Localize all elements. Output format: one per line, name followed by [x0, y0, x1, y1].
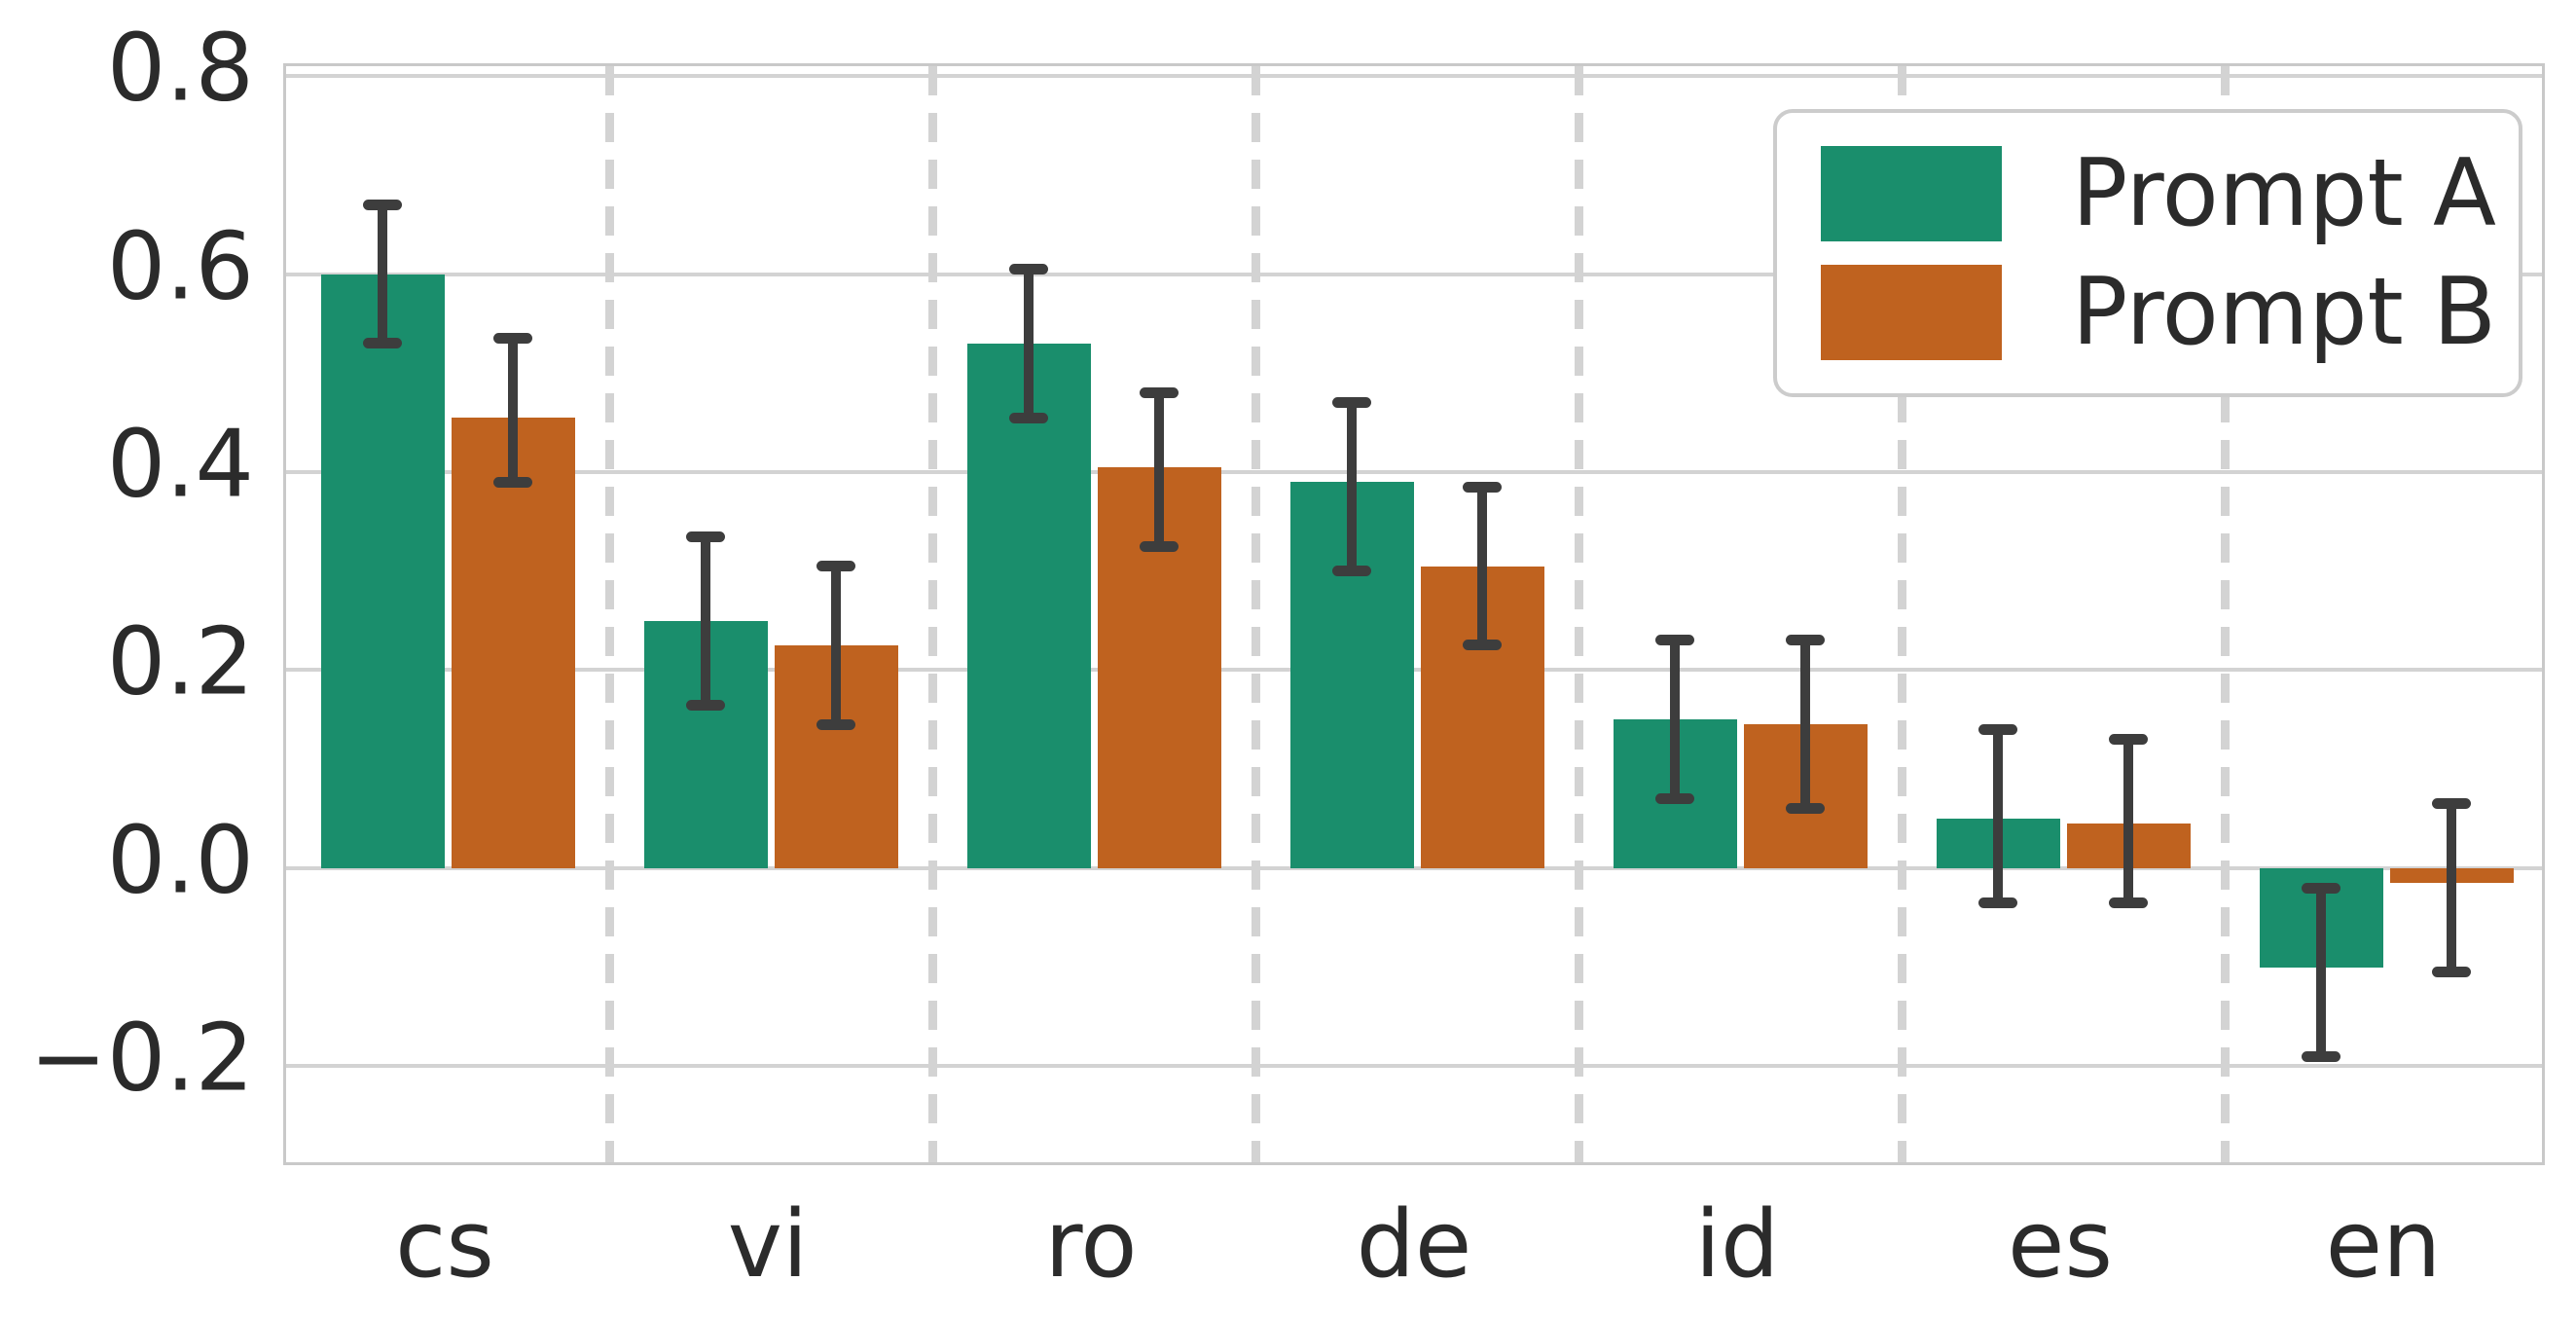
error-bar-id — [1800, 640, 1810, 809]
v-dashed-gridline-6 — [2220, 66, 2230, 1162]
x-tick-label-ro: ro — [1044, 1191, 1138, 1299]
error-cap-top-id — [1786, 635, 1825, 646]
v-dashed-gridline-2 — [927, 66, 937, 1162]
error-cap-top-cs — [493, 333, 532, 345]
error-bar-en — [2447, 803, 2456, 972]
legend-row-prompt-a: Prompt A — [1821, 146, 2496, 241]
error-cap-bottom-es — [2109, 897, 2148, 908]
x-tick-label-cs: cs — [395, 1191, 494, 1299]
error-cap-bottom-id — [1655, 793, 1694, 805]
error-bar-id — [1670, 640, 1680, 799]
error-cap-top-de — [1332, 397, 1371, 409]
error-cap-top-vi — [686, 531, 725, 542]
bar-prompt-a-ro — [966, 343, 1091, 868]
error-cap-bottom-id — [1786, 803, 1825, 815]
v-dashed-gridline-1 — [604, 66, 614, 1162]
error-bar-es — [1993, 729, 2003, 903]
legend-label-prompt-b: Prompt B — [2072, 258, 2497, 366]
legend-row-prompt-b: Prompt B — [1821, 265, 2496, 360]
error-bar-ro — [1154, 392, 1164, 547]
y-tick-label-0.6: 0.6 — [106, 213, 254, 321]
y-tick-label-0.2: 0.2 — [106, 609, 254, 717]
y-tick-label-0.4: 0.4 — [106, 411, 254, 519]
error-bar-es — [2123, 739, 2133, 903]
h-gridline-0.0 — [286, 865, 2542, 870]
error-bar-vi — [701, 536, 710, 705]
legend-label-prompt-a: Prompt A — [2072, 139, 2496, 247]
bar-prompt-a-cs — [320, 274, 445, 868]
error-cap-top-vi — [816, 561, 855, 572]
error-cap-top-en — [2302, 882, 2340, 894]
error-bar-cs — [378, 204, 387, 344]
error-cap-bottom-cs — [363, 338, 402, 349]
error-cap-top-cs — [363, 199, 402, 210]
bar-prompt-b-cs — [451, 418, 575, 868]
h-gridline-0.8 — [286, 74, 2542, 79]
x-tick-label-id: id — [1694, 1191, 1780, 1299]
v-dashed-gridline-5 — [1897, 66, 1906, 1162]
y-tick-label-0.8: 0.8 — [106, 15, 254, 123]
error-cap-bottom-vi — [686, 699, 725, 711]
h-gridline-0.4 — [286, 469, 2542, 474]
error-cap-bottom-ro — [1140, 540, 1179, 552]
legend-swatch-prompt-b — [1821, 265, 2002, 360]
v-dashed-gridline-3 — [1251, 66, 1260, 1162]
error-bar-en — [2316, 888, 2326, 1057]
error-bar-vi — [831, 566, 841, 725]
h-gridline-0.2 — [286, 668, 2542, 673]
error-cap-bottom-vi — [816, 718, 855, 730]
error-cap-bottom-cs — [493, 476, 532, 488]
y-tick-label-0.0: 0.0 — [106, 807, 254, 915]
y-tick-label-−0.2: −0.2 — [29, 1005, 254, 1113]
h-gridline-−0.2 — [286, 1064, 2542, 1069]
error-cap-top-de — [1463, 481, 1502, 493]
error-bar-cs — [508, 338, 518, 483]
error-cap-top-en — [2432, 798, 2471, 810]
x-tick-label-vi: vi — [727, 1191, 809, 1299]
error-bar-de — [1477, 487, 1487, 645]
legend: Prompt A Prompt B — [1773, 109, 2522, 397]
h-gridline-0.6 — [286, 272, 2542, 276]
error-cap-bottom-en — [2302, 1050, 2340, 1062]
error-bar-ro — [1024, 269, 1034, 419]
error-cap-top-es — [1978, 723, 2017, 735]
v-dashed-gridline-4 — [1574, 66, 1583, 1162]
error-bar-de — [1347, 402, 1357, 571]
error-cap-top-es — [2109, 734, 2148, 746]
error-cap-bottom-de — [1332, 566, 1371, 577]
x-tick-label-de: de — [1356, 1191, 1472, 1299]
error-cap-bottom-de — [1463, 640, 1502, 651]
x-tick-label-es: es — [2008, 1191, 2113, 1299]
x-tick-label-en: en — [2325, 1191, 2442, 1299]
error-cap-top-ro — [1140, 387, 1179, 399]
error-cap-top-ro — [1009, 263, 1048, 275]
error-cap-bottom-en — [2432, 967, 2471, 978]
error-cap-top-id — [1655, 635, 1694, 646]
error-cap-bottom-es — [1978, 897, 2017, 908]
error-cap-bottom-ro — [1009, 412, 1048, 423]
legend-swatch-prompt-a — [1821, 146, 2002, 241]
